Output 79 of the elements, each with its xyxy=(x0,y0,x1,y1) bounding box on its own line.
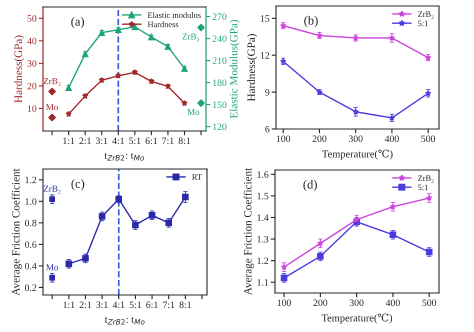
y-tick-label: 1.6 xyxy=(257,171,268,178)
legend-label: Elastic modulus xyxy=(148,12,201,18)
x-tick-label: 5:1 xyxy=(130,302,142,308)
x-tick-label: 8:1 xyxy=(180,302,191,308)
y2-tick-label: 270 xyxy=(212,13,226,20)
x-tick-label: 300 xyxy=(350,300,364,306)
y-tick-label: 1.2 xyxy=(257,258,268,264)
x-tick-label: 3:1 xyxy=(96,138,108,144)
x-tick-label: 1:1 xyxy=(63,138,74,144)
annotation: (d) xyxy=(303,180,317,192)
x-tick-label: 6:1 xyxy=(146,302,158,308)
x-axis-title: Temperature(℃) xyxy=(322,314,392,324)
legend-label: ZrB₂ xyxy=(418,175,434,183)
y-tick-label: 0.6 xyxy=(24,241,36,248)
y-tick-label: 20 xyxy=(27,82,36,90)
x-tick-label: 8:1 xyxy=(178,138,190,144)
y-tick-label: 40 xyxy=(27,38,36,44)
y-tick-label: 1.3 xyxy=(257,236,268,243)
y-axis-title: Hardness(GPa) xyxy=(247,34,258,102)
y2-tick-label: 150 xyxy=(213,101,226,108)
x-tick-label: 2:1 xyxy=(79,138,91,144)
x-tick-label: 6:1 xyxy=(146,138,158,144)
x-tick-label: 200 xyxy=(312,136,326,142)
y-axis-title: Average Friction Coefficient xyxy=(12,168,22,296)
legend-label: Hardness xyxy=(148,21,178,28)
x-tick-label: 4:1 xyxy=(112,302,124,308)
x-axis-title: Temperature(℃) xyxy=(322,150,393,160)
y-tick-label: 1.1 xyxy=(257,279,268,286)
y-axis-title: Average Friction Coefficient xyxy=(244,168,254,296)
y-tick-label: 50 xyxy=(28,15,36,22)
y2-tick-label: 180 xyxy=(213,79,226,86)
x-tick-label: 1:1 xyxy=(63,302,74,308)
y-tick-label: 1.2 xyxy=(25,176,36,184)
legend-label: RT xyxy=(192,174,202,180)
y-tick-label: 1.5 xyxy=(257,192,268,200)
x-tick-label: 7:1 xyxy=(162,138,174,144)
x-tick-label: 100 xyxy=(276,136,290,142)
x-tick-label: 500 xyxy=(421,136,436,142)
y-tick-label: 10 xyxy=(28,105,36,112)
legend-label: 5:1 xyxy=(418,184,428,190)
y-tick-label: 9 xyxy=(265,89,270,96)
x-tick-label: 7:1 xyxy=(163,302,174,308)
legend-label: ZrB₂ xyxy=(418,11,434,19)
y-tick-label: 0.4 xyxy=(24,262,37,270)
y-tick-label: 15 xyxy=(260,15,270,22)
y-tick-label: 0.8 xyxy=(24,220,36,226)
y2-tick-label: 120 xyxy=(213,124,226,130)
x-tick-label: 300 xyxy=(348,136,363,142)
y2-tick-label: 240 xyxy=(212,35,226,42)
y-tick-label: 1.0 xyxy=(25,198,36,205)
legend-label: 5:1 xyxy=(418,20,428,26)
x-axis-title: t$_{ZrB2}$: t$_{Mo}$ xyxy=(104,316,145,325)
y-tick-label: 1.4 xyxy=(257,214,269,221)
y-tick-label: 0.2 xyxy=(24,284,36,291)
x-tick-label: 200 xyxy=(313,300,328,306)
x-axis-title: t$_{ZrB2}$: t$_{Mo}$ xyxy=(104,152,144,161)
x-tick-label: 5:1 xyxy=(129,138,140,144)
y-tick-label: 30 xyxy=(27,60,36,67)
x-tick-label: 3:1 xyxy=(96,302,108,308)
y-axis-title: Hardness(GPa) xyxy=(14,36,24,103)
y2-tick-label: 210 xyxy=(212,57,226,64)
annotation: (b) xyxy=(304,16,318,28)
x-tick-label: 100 xyxy=(278,300,291,306)
series-label: ZrB₂ xyxy=(182,33,200,42)
y-tick-label: 6 xyxy=(265,126,270,132)
series-label: ZrB₂ xyxy=(44,186,61,194)
x-tick-label: 400 xyxy=(386,300,400,306)
x-tick-label: 2:1 xyxy=(80,302,92,308)
annotation: (c) xyxy=(71,179,84,190)
x-tick-label: 400 xyxy=(384,136,399,142)
series-label: Mo xyxy=(187,109,200,116)
x-tick-label: 4:1 xyxy=(112,138,124,144)
series-label: Mo xyxy=(46,264,58,270)
series-label: ZrB₂ xyxy=(44,78,60,86)
series-label: Mo xyxy=(46,104,58,110)
x-tick-label: 500 xyxy=(422,300,436,306)
y2-axis-title: Elastic Modulus(GPa) xyxy=(230,20,240,118)
y-tick-label: 12 xyxy=(260,52,270,59)
annotation: (a) xyxy=(71,16,84,28)
